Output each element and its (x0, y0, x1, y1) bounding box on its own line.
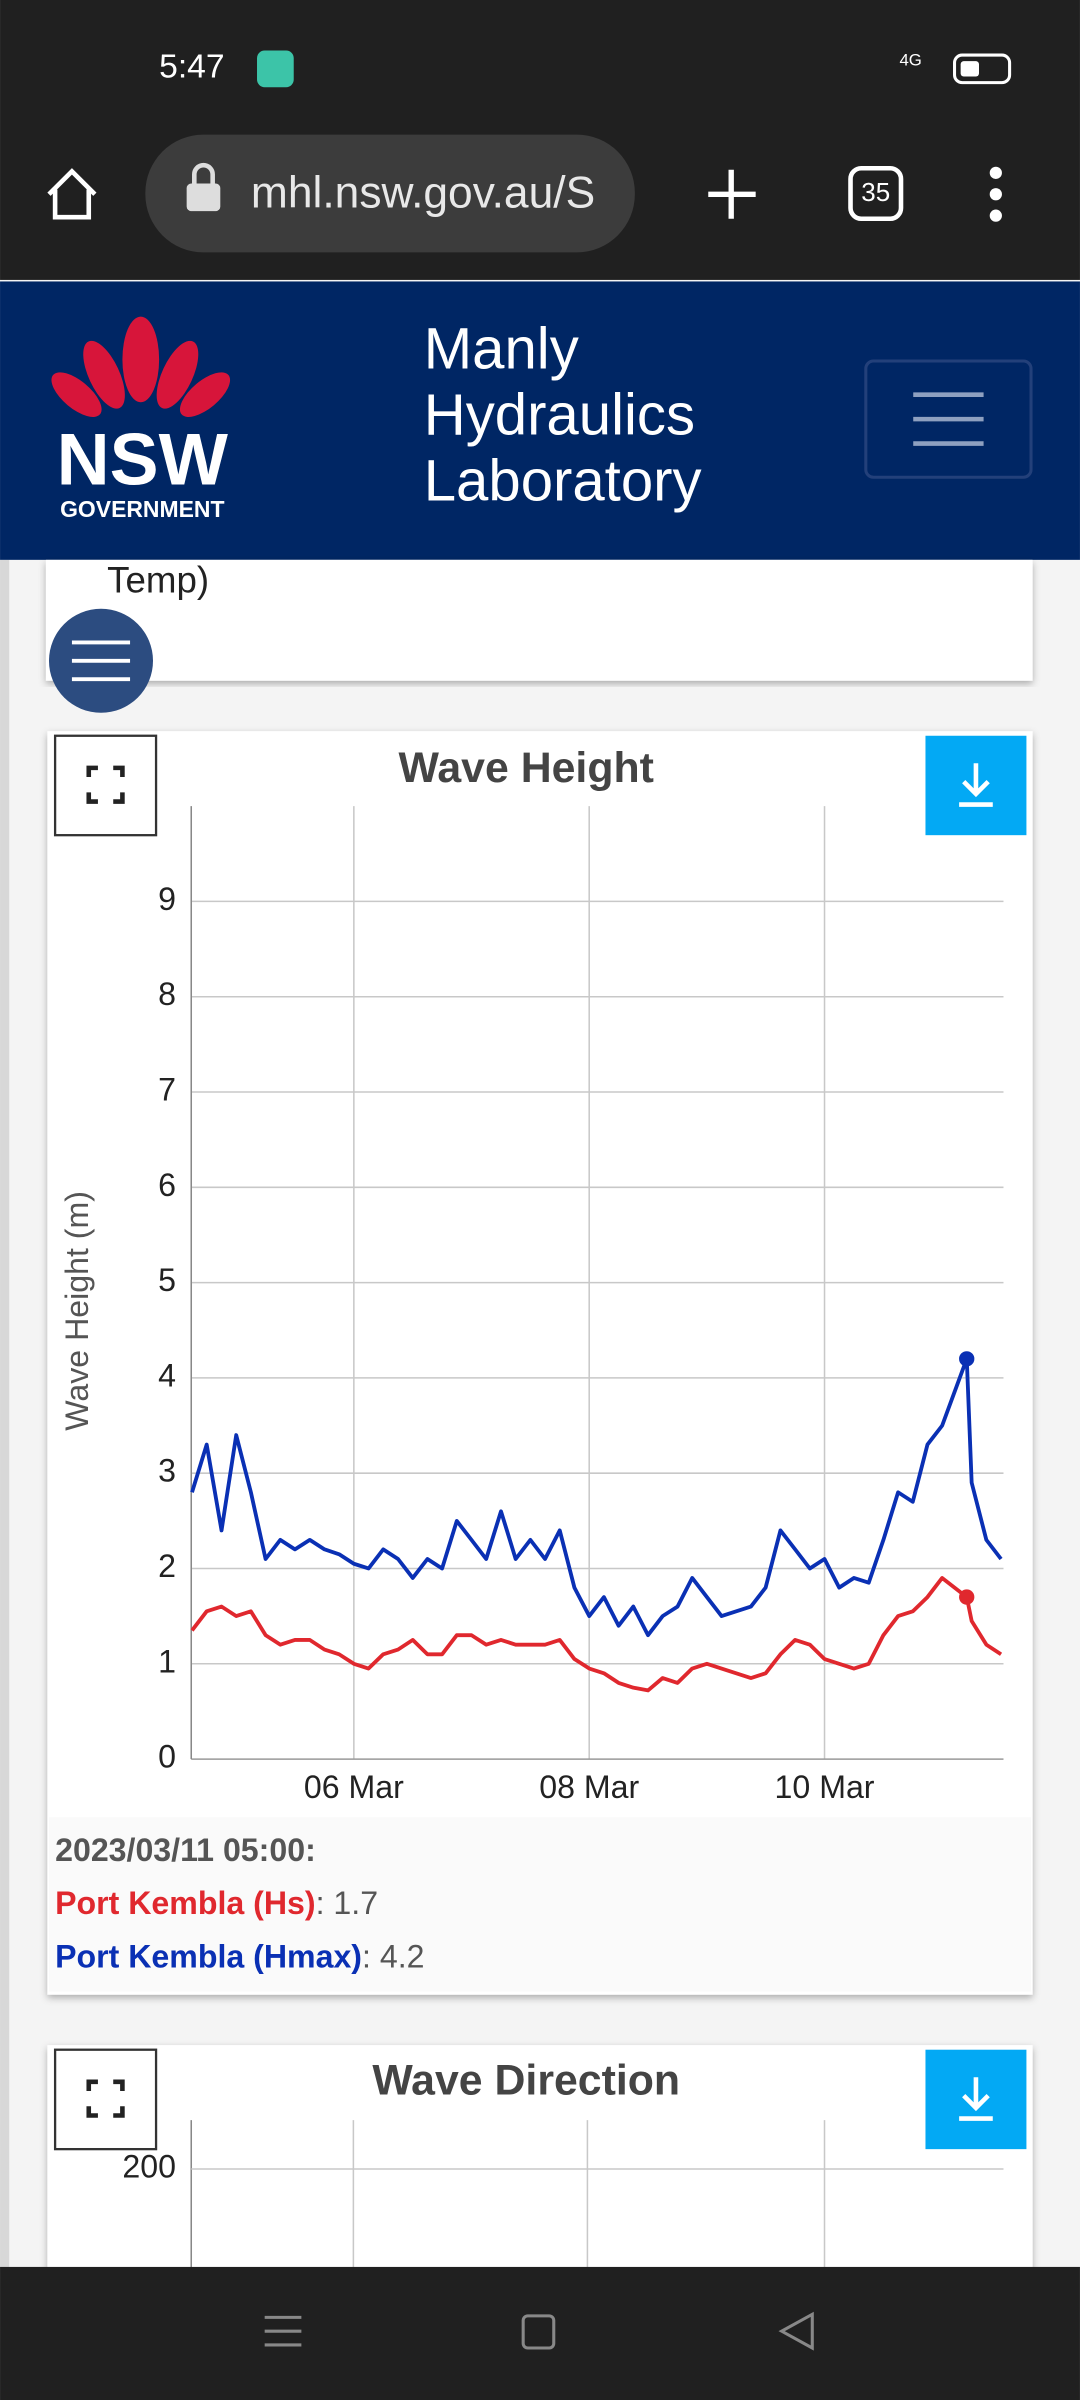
download-icon (959, 2077, 993, 2121)
readout-name: Port Kembla (Hs) (55, 1885, 315, 1921)
site-header (0, 281, 1080, 560)
readout (48, 1817, 1032, 1992)
clock: 5:47 (159, 49, 224, 86)
y-tick-label: 3 (158, 1453, 176, 1489)
nav-back[interactable] (778, 2311, 814, 2351)
series-line (190, 1356, 1003, 1638)
y-tick-label: 200 (122, 2149, 176, 2185)
tab-count: 35 (861, 177, 890, 207)
fullscreen-button[interactable] (53, 2048, 158, 2151)
menu-button[interactable] (989, 166, 1002, 222)
gutter (0, 559, 10, 2274)
tab-switcher[interactable] (848, 165, 904, 222)
hover-marker (959, 1351, 975, 1367)
home-button[interactable] (47, 168, 97, 220)
nav-home[interactable] (521, 2314, 556, 2350)
card-text: Temp) (107, 559, 209, 600)
plot-frame (190, 2120, 826, 2280)
site-title: Laboratory (424, 448, 702, 513)
logo-text: NSW (57, 418, 229, 500)
side-menu-icon (71, 640, 131, 682)
lock-icon (186, 183, 221, 212)
url[interactable]: mhl.nsw.gov.au/S (251, 169, 595, 218)
y-tick-label: 4 (158, 1357, 176, 1393)
lock-shackle (192, 162, 215, 184)
readout-value: 1.7 (333, 1885, 378, 1921)
y-tick-label: 5 (158, 1262, 176, 1298)
y-tick-label: 9 (158, 881, 176, 917)
y-tick-label: 0 (158, 1739, 176, 1775)
y-tick-label: 2 (158, 1548, 176, 1584)
hover-marker (959, 1589, 975, 1605)
fullscreen-icon (86, 765, 125, 804)
chart-card (47, 2045, 1033, 2290)
previous-card (45, 559, 1033, 681)
waratah-logo (51, 316, 231, 417)
logo-subtext: GOVERNMENT (60, 496, 224, 522)
site-title: Manly (424, 317, 579, 382)
readout-sep: : (316, 1885, 334, 1921)
x-tick-label: 08 Mar (539, 1769, 639, 1805)
battery-level (960, 61, 980, 77)
new-tab[interactable] (708, 169, 756, 219)
series-line (190, 1576, 1003, 1693)
nav-toggle-icon (913, 392, 984, 446)
download-icon (959, 763, 993, 807)
readout-sep: : (362, 1939, 380, 1975)
site-title: Hydraulics (424, 382, 695, 447)
readout-row: Port Kembla (Hs): 1.7 (55, 1885, 378, 1921)
chart-title: Wave Height (399, 744, 654, 792)
nav-toggle[interactable] (864, 359, 1033, 479)
y-tick-label: 7 (158, 1071, 176, 1107)
readout-value: 4.2 (380, 1939, 425, 1975)
y-tick-label: 6 (158, 1167, 176, 1203)
network: 4G (899, 51, 921, 70)
battery (953, 53, 1012, 85)
chart-card (47, 731, 1033, 1995)
x-tick-label: 06 Mar (304, 1769, 404, 1805)
fullscreen-button[interactable] (53, 734, 158, 837)
readout-name: Port Kembla (Hmax) (55, 1939, 362, 1975)
app-icon (257, 50, 294, 88)
y-axis-label: Wave Height (m) (59, 1191, 95, 1431)
readout-time: 2023/03/11 05:00: (55, 1832, 316, 1868)
system-nav (0, 2266, 1080, 2400)
url-bar[interactable] (145, 134, 635, 253)
y-tick-label: 1 (158, 1643, 176, 1679)
plot: 06 Mar 08 Mar 10 Mar 0 1 2 3 4 5 6 7 8 9 (158, 806, 1004, 1805)
nav-recents[interactable] (264, 2315, 302, 2347)
fullscreen-icon (86, 2079, 125, 2118)
y-tick-label: 8 (158, 976, 176, 1012)
chart-title: Wave Direction (372, 2057, 680, 2105)
readout-row: Port Kembla (Hmax): 4.2 (55, 1939, 424, 1975)
x-tick-label: 10 Mar (775, 1769, 875, 1805)
